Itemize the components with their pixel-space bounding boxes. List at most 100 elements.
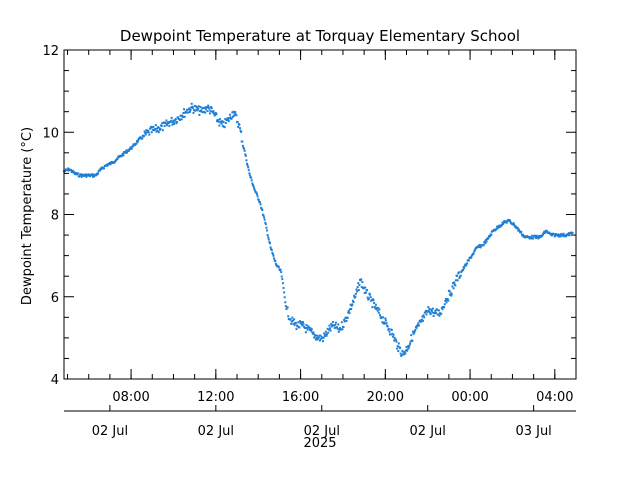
data-point [168, 125, 171, 128]
data-point [486, 238, 489, 241]
data-point [463, 267, 466, 270]
data-point [268, 242, 271, 245]
data-point [274, 260, 277, 263]
data-point [125, 151, 128, 154]
data-point [381, 321, 384, 324]
data-point [150, 125, 153, 128]
data-point [542, 232, 545, 235]
data-point [231, 111, 234, 114]
data-point [293, 323, 296, 326]
data-point [392, 333, 395, 336]
data-point [277, 265, 280, 268]
data-point [416, 324, 419, 327]
x-tick-label-2: 16:00 [282, 390, 319, 405]
data-point [108, 161, 111, 164]
data-point [364, 286, 367, 289]
data-point [231, 115, 234, 118]
data-point [173, 123, 176, 126]
data-point [543, 230, 546, 233]
data-point [372, 299, 375, 302]
data-point [151, 128, 154, 131]
data-point [421, 319, 424, 322]
data-point [247, 166, 250, 169]
data-point [350, 308, 353, 311]
data-point [410, 334, 413, 337]
data-point [329, 327, 332, 330]
data-point [193, 104, 196, 107]
data-point [444, 298, 447, 301]
data-point [376, 309, 379, 312]
data-point [369, 293, 372, 296]
data-point [287, 315, 290, 318]
data-point [301, 324, 304, 327]
data-point [228, 117, 231, 120]
data-point [400, 353, 403, 356]
data-point [279, 268, 282, 271]
data-point [71, 169, 74, 172]
data-point [437, 309, 440, 312]
data-point [545, 229, 548, 232]
data-point [238, 123, 241, 126]
data-point [182, 111, 185, 114]
data-point [328, 324, 331, 327]
data-point [121, 153, 124, 156]
data-point [346, 316, 349, 319]
data-point [464, 263, 467, 266]
data-point [382, 322, 385, 325]
data-point [135, 140, 138, 143]
data-point [127, 149, 130, 152]
data-point [70, 168, 73, 171]
data-point [319, 334, 322, 337]
data-point [403, 351, 406, 354]
data-point [344, 316, 347, 319]
data-point [533, 234, 536, 237]
data-point [401, 349, 404, 352]
data-point [212, 110, 215, 113]
data-point [222, 121, 225, 124]
data-point [228, 113, 231, 116]
data-point [530, 234, 533, 237]
data-point [201, 107, 204, 110]
data-point [180, 114, 183, 117]
data-point [161, 129, 164, 132]
data-point [296, 325, 299, 328]
data-point [370, 298, 373, 301]
data-point [170, 119, 173, 122]
data-point [400, 354, 403, 357]
data-point [223, 126, 226, 129]
data-point [543, 232, 546, 235]
data-point [316, 338, 319, 341]
data-point [343, 318, 346, 321]
data-point [226, 118, 229, 121]
data-point [385, 322, 388, 325]
data-point [431, 311, 434, 314]
data-point [96, 173, 99, 176]
data-point [314, 338, 317, 341]
data-point [549, 232, 552, 235]
data-point [125, 149, 128, 152]
data-point [571, 232, 574, 235]
data-point [250, 179, 253, 182]
y-tick-label-1: 6 [51, 291, 59, 306]
data-point [92, 173, 95, 176]
data-point [329, 329, 332, 332]
data-point [471, 253, 474, 256]
data-point [275, 264, 278, 267]
data-point [325, 334, 328, 337]
data-point [311, 332, 314, 335]
data-point [509, 219, 512, 222]
data-point [473, 249, 476, 252]
data-point [204, 111, 207, 114]
data-point [506, 220, 509, 223]
data-point [291, 319, 294, 322]
data-point [188, 110, 191, 113]
data-point [220, 120, 223, 123]
data-point [427, 306, 430, 309]
data-point [371, 306, 374, 309]
data-point [266, 234, 269, 237]
data-point [137, 139, 140, 142]
data-point [200, 109, 203, 112]
data-point [310, 329, 313, 332]
data-point [210, 107, 213, 110]
data-point [305, 324, 308, 327]
